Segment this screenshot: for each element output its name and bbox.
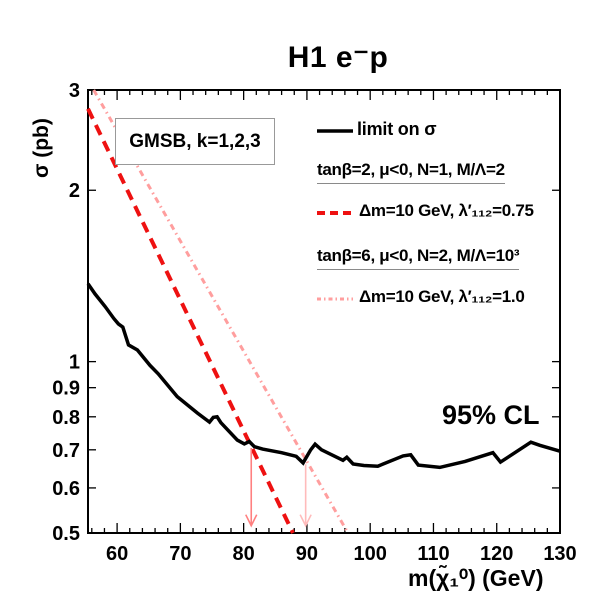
y-tick-label: 0.8	[52, 407, 80, 429]
legend-group1-item: Δm=10 GeV, λ′₁₁₂=0.75	[359, 201, 534, 220]
exclusion-arrowhead-1	[245, 514, 258, 528]
y-tick-label: 1	[69, 352, 80, 374]
confidence-level-label: 95% CL	[442, 400, 540, 430]
plot-frame	[87, 89, 561, 534]
exclusion-arrowhead-2	[299, 514, 312, 528]
y-tick-label: 2	[69, 180, 80, 202]
x-tick-label: 80	[233, 543, 255, 565]
gmsb-dashed-curve	[86, 107, 295, 534]
chart-title: H1 e⁻p	[287, 41, 389, 74]
x-tick-label: 60	[106, 543, 128, 565]
x-tick-label: 110	[417, 543, 449, 565]
y-tick-label: 0.6	[52, 478, 80, 500]
legend-group1-header: tanβ=2, μ<0, N=1, M/Λ=2	[317, 160, 505, 184]
x-tick-label: 130	[543, 543, 576, 565]
x-tick-label: 100	[354, 543, 387, 565]
x-tick-label: 90	[296, 543, 318, 565]
y-tick-label: 3	[69, 80, 80, 102]
y-axis-label: σ (pb)	[30, 118, 53, 178]
y-tick-label: 0.5	[52, 523, 80, 545]
legend-group2-item: Δm=10 GeV, λ′₁₁₂=1.0	[359, 287, 525, 306]
legend-group2-header: tanβ=6, μ<0, N=2, M/Λ=10³	[317, 246, 520, 270]
x-tick-label: 120	[480, 543, 513, 565]
y-tick-label: 0.9	[52, 378, 80, 400]
y-tick-label: 0.7	[52, 440, 80, 462]
x-tick-label: 70	[169, 543, 191, 565]
limit-curve	[86, 282, 561, 470]
legend-limit-label: limit on σ	[357, 119, 437, 139]
gmsb-annotation-box: GMSB, k=1,2,3	[115, 118, 275, 165]
x-axis-label: m(χ̃₁⁰) (GeV)	[408, 565, 544, 591]
